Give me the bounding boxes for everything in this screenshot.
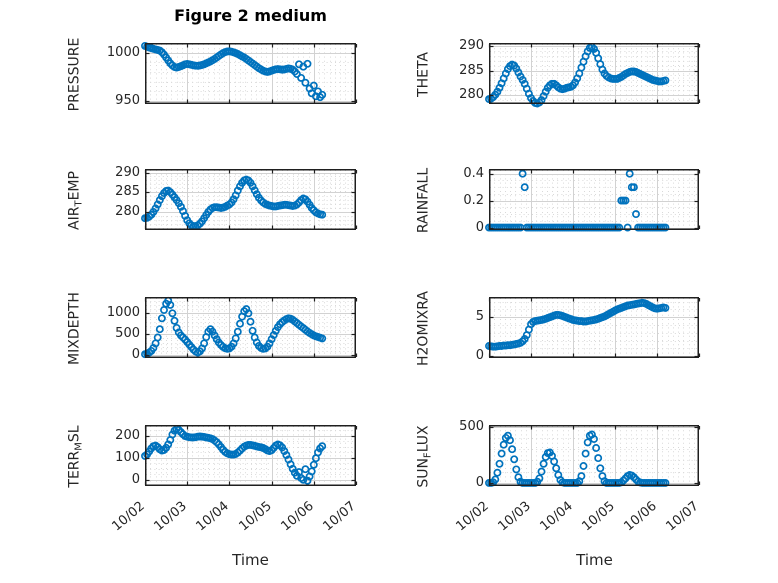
y-tick-label: 290 [459,37,484,53]
chart-sun-flux [485,425,701,487]
y-tick-label: 200 [115,427,140,443]
chart-rainfall [485,169,701,232]
figure-title: Figure 2 medium [174,6,327,25]
y-axis-label-terr-msl: TERRMSL [66,381,85,531]
y-axis-label-text: LUX [415,424,432,452]
y-axis-label-text: H2OMIXRA [415,290,432,366]
y-axis-label-text: SL [66,424,83,442]
y-tick-label: 0 [475,474,484,490]
y-tick-label: 1000 [106,305,140,321]
x-tick-label: 10/03 [151,498,191,535]
y-tick-label: 0 [131,471,140,487]
y-axis-label-text: RAINFALL [415,167,432,233]
x-tick-label: 10/07 [320,498,359,535]
data-markers-air-temp [141,175,327,231]
chart-theta [485,42,701,108]
y-axis-label-text: F [422,451,434,458]
y-tick-label: 0.4 [463,165,484,181]
y-tick-label: 280 [459,87,484,103]
chart-mixdepth [141,296,358,359]
y-axis-label-sun-flux: SUNFLUX [415,381,434,531]
y-axis-label-text: T [73,199,85,207]
y-axis-label-text: EMP [66,170,83,200]
y-axis-label-text: PRESSURE [66,37,83,111]
y-axis-label-text: AIR [66,206,83,230]
y-tick-label: 500 [459,418,484,434]
x-tick-label: 10/04 [537,498,576,535]
data-markers-terr-msl [141,425,327,485]
x-tick-label: 10/06 [278,498,317,535]
chart-pressure [141,41,358,104]
data-markers-mixdepth [141,296,327,359]
y-tick-label: 285 [459,62,484,78]
x-tick-label: 10/04 [193,498,233,535]
y-axis-label-air-temp: AIRTEMP [66,125,85,275]
y-tick-label: 0 [475,219,484,235]
x-tick-label: 10/03 [495,498,534,535]
y-axis-label-mixdepth: MIXDEPTH [67,253,84,403]
y-tick-label: 500 [115,326,140,342]
x-tick-label: 10/05 [579,498,618,535]
chart-h2omixra [485,297,701,358]
y-tick-label: 290 [115,164,140,180]
data-markers-theta [485,42,670,108]
y-tick-label: 0.2 [463,192,484,208]
y-tick-label: 0 [475,348,484,364]
x-tick-label: 10/02 [109,498,148,535]
chart-terr-msl [141,425,358,486]
y-tick-label: 280 [115,203,140,219]
y-axis-label-rainfall: RAINFALL [416,125,433,275]
y-axis-label-text: THETA [415,51,432,97]
x-tick-label: 10/07 [663,498,702,535]
x-axis-label-left: Time [232,551,269,569]
x-tick-label: 10/02 [453,498,492,535]
y-tick-label: 1000 [106,44,140,60]
y-axis-label-text: M [73,441,85,451]
y-tick-label: 100 [115,449,140,465]
x-axis-label-right: Time [576,551,613,569]
y-tick-label: 950 [115,93,140,109]
data-markers-h2omixra [485,298,670,351]
y-axis-label-text: TERR [66,450,83,488]
chart-air-temp [141,169,358,231]
data-markers-pressure [141,41,327,102]
y-axis-label-h2omixra: H2OMIXRA [416,253,433,403]
y-axis-label-text: MIXDEPTH [66,291,83,365]
y-tick-label: 0 [131,347,140,363]
y-axis-label-text: SUN [415,457,432,488]
y-tick-label: 5 [475,309,484,325]
x-tick-label: 10/05 [236,498,275,535]
y-tick-label: 285 [115,184,140,200]
data-markers-rainfall [485,169,670,232]
x-tick-label: 10/06 [621,498,660,535]
